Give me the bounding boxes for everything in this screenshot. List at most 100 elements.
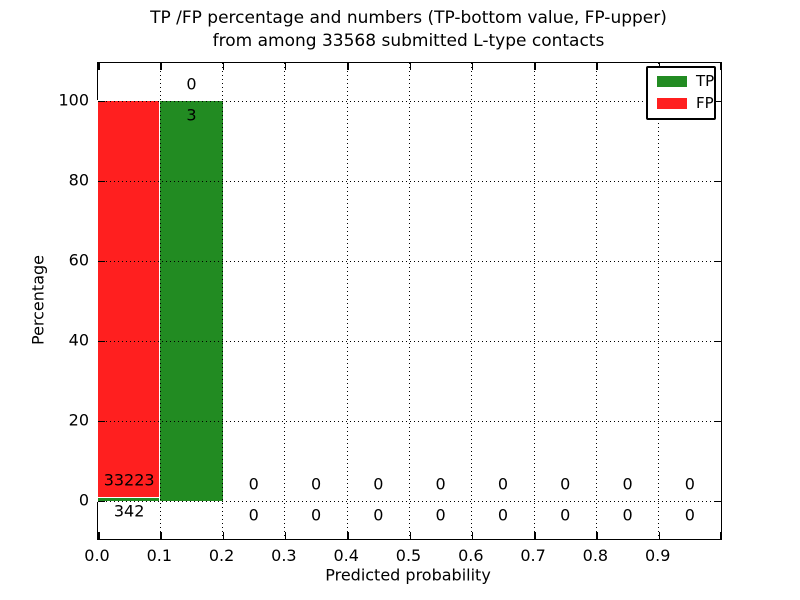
y-tick-mark [98, 500, 105, 502]
tp-count-label: 0 [497, 505, 509, 525]
vertical-gridline [222, 63, 224, 539]
x-tick-mark [471, 63, 474, 70]
horizontal-gridline [98, 260, 721, 262]
y-tick-mark [98, 420, 105, 422]
x-tick-mark [160, 63, 162, 70]
tp-count-label: 0 [373, 505, 384, 525]
y-tick-mark [98, 340, 105, 342]
vertical-gridline [284, 63, 286, 539]
vertical-gridline [346, 63, 348, 539]
chart-title-line1: TP /FP percentage and numbers (TP-bottom… [150, 8, 667, 28]
tp-count-label: 0 [435, 505, 446, 525]
x-tick-mark [534, 532, 536, 539]
fp-bar-segment [98, 101, 161, 497]
fp-count-label: 0 [684, 474, 695, 494]
tp-count-label: 3 [186, 105, 197, 125]
legend: TP FP [646, 66, 716, 120]
x-tick-mark [409, 63, 411, 70]
x-tick-mark [347, 532, 349, 539]
y-tick-label: 0 [78, 490, 89, 510]
x-tick-mark [347, 63, 349, 70]
y-tick-mark [98, 100, 105, 102]
y-tick-mark [714, 260, 721, 262]
vertical-gridline [658, 63, 660, 539]
x-tick-mark [719, 532, 721, 539]
y-tick-mark [714, 420, 721, 422]
y-tick-label: 100 [58, 90, 89, 110]
legend-row-tp: TP [657, 74, 714, 89]
x-tick-mark [160, 532, 162, 539]
fp-count-label: 0 [560, 474, 571, 494]
fp-count-label: 0 [435, 474, 446, 494]
tp-legend-label: TP [696, 72, 715, 90]
x-tick-mark [471, 532, 474, 539]
vertical-gridline [159, 63, 161, 539]
legend-row-fp: FP [657, 96, 714, 111]
tp-count-label: 0 [248, 505, 259, 525]
horizontal-gridline [98, 500, 721, 502]
x-tick-mark [284, 532, 287, 539]
vertical-gridline [471, 63, 473, 539]
x-tick-mark [658, 532, 661, 539]
fp-count-label: 0 [310, 474, 322, 494]
x-tick-mark [719, 63, 721, 70]
plot-area: 33223 342 0 3 0 0 0 0 0 0 0 0 0 0 0 0 0 0 0 0 [97, 62, 722, 540]
x-tick-label: 0.5 [395, 546, 422, 565]
vertical-gridline [533, 63, 535, 539]
horizontal-gridline [98, 180, 721, 182]
x-tick-label: 0.7 [520, 546, 546, 565]
y-tick-mark [714, 180, 721, 182]
fp-legend-label: FP [696, 94, 714, 112]
y-tick-mark [714, 100, 721, 102]
x-tick-mark [222, 532, 225, 539]
chart-title: TP /FP percentage and numbers (TP-bottom… [97, 7, 720, 53]
vertical-gridline [409, 63, 410, 539]
tp-bar-segment [98, 496, 161, 501]
fp-count-label: 0 [373, 474, 384, 494]
chart-title-line2: from among 33568 submitted L-type contac… [212, 31, 605, 51]
fp-count-label: 33223 [103, 470, 155, 490]
x-tick-mark [98, 532, 100, 539]
x-tick-mark [284, 63, 287, 70]
y-tick-mark [714, 500, 721, 502]
x-tick-mark [534, 63, 536, 70]
horizontal-gridline [98, 420, 721, 422]
x-tick-label: 0.3 [271, 546, 297, 565]
x-tick-label: 0.4 [333, 546, 359, 565]
tp-count-label: 0 [684, 505, 695, 525]
x-tick-label: 0.8 [582, 546, 609, 565]
x-tick-label: 0.0 [84, 546, 110, 565]
x-tick-mark [596, 532, 598, 539]
x-tick-label: 0.2 [208, 546, 235, 565]
x-tick-mark [98, 63, 100, 70]
x-tick-label: 0.9 [644, 546, 671, 565]
vertical-gridline [595, 63, 597, 539]
x-tick-label: 0.1 [146, 546, 173, 565]
x-axis-label: Predicted probability [325, 565, 491, 585]
horizontal-gridline [98, 340, 721, 342]
y-tick-label: 40 [68, 330, 89, 350]
tp-count-label: 0 [560, 505, 571, 525]
y-tick-mark [98, 260, 105, 262]
x-tick-mark [409, 532, 411, 539]
tp-count-label: 0 [310, 505, 322, 525]
y-tick-mark [98, 180, 105, 182]
fp-count-label: 0 [248, 474, 259, 494]
x-tick-mark [222, 63, 225, 70]
y-tick-label: 80 [68, 170, 89, 190]
y-tick-label: 60 [68, 250, 89, 270]
x-tick-mark [596, 63, 598, 70]
x-tick-label: 0.6 [458, 546, 484, 565]
fp-count-label: 0 [497, 474, 509, 494]
tp-legend-swatch [657, 76, 687, 87]
y-tick-mark [714, 340, 721, 342]
y-tick-label: 20 [68, 410, 89, 430]
horizontal-gridline [98, 100, 721, 102]
tp-bar-segment [160, 101, 223, 501]
fp-count-label: 0 [622, 474, 633, 494]
fp-legend-swatch [657, 98, 687, 109]
tp-count-label: 0 [622, 505, 633, 525]
fp-count-label: 0 [186, 74, 197, 94]
tp-count-label: 342 [113, 501, 145, 521]
